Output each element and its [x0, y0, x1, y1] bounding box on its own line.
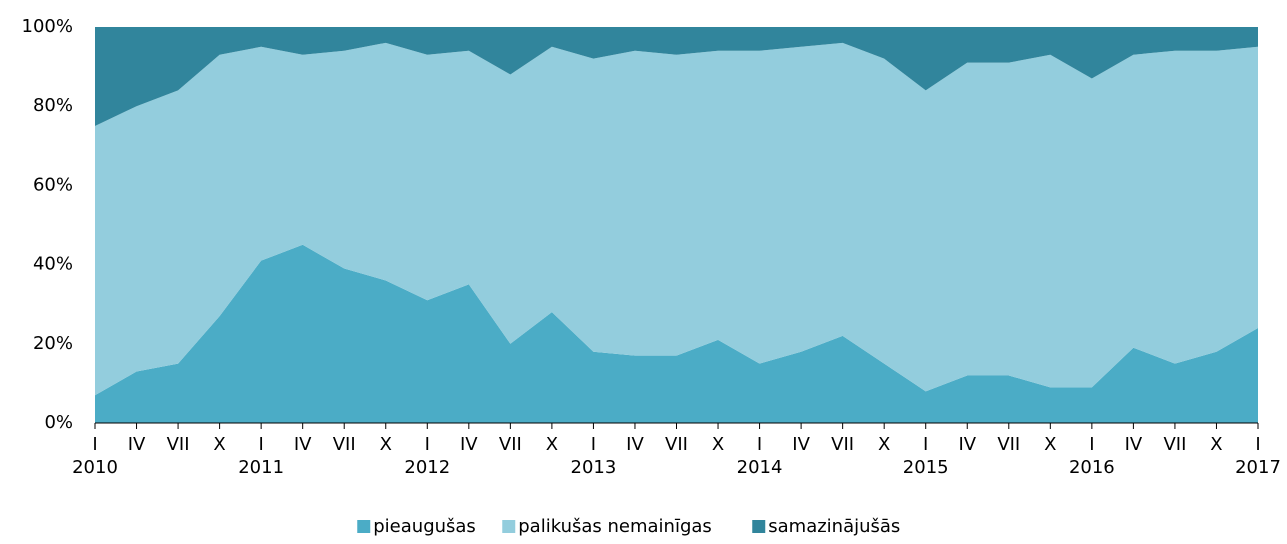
x-tick-label: X	[213, 434, 225, 455]
area	[95, 27, 1258, 126]
x-tick-label: IV	[460, 434, 478, 455]
x-tick-label: IV	[128, 434, 146, 455]
x-tick-label: X	[878, 434, 890, 455]
x-tick-label: I	[923, 434, 928, 455]
y-tick-label: 100%	[22, 16, 73, 37]
x-tick-label: IV	[626, 434, 644, 455]
x-tick-label: X	[380, 434, 392, 455]
y-tick-label: 80%	[33, 95, 73, 116]
x-tick-label: I	[757, 434, 762, 455]
x-tick-label: X	[1044, 434, 1056, 455]
x-year-label: 2014	[737, 457, 783, 478]
x-tick-label: IV	[1125, 434, 1143, 455]
x-tick-label: I	[425, 434, 430, 455]
legend-marker	[357, 520, 371, 533]
x-tick-label: VII	[333, 434, 356, 455]
y-tick-label: 60%	[33, 174, 73, 195]
x-tick-label: X	[1210, 434, 1222, 455]
x-tick-label: VII	[499, 434, 522, 455]
x-tick-label: I	[1089, 434, 1094, 455]
legend-marker	[502, 520, 516, 533]
x-year-label: 2012	[404, 457, 450, 478]
area	[95, 42, 1258, 396]
x-tick-label: X	[712, 434, 724, 455]
x-tick-label: VII	[1163, 434, 1186, 455]
x-tick-label: I	[258, 434, 263, 455]
x-tick-label: IV	[294, 434, 312, 455]
legend-label: palikušas nemainīgas	[518, 516, 712, 537]
area	[95, 244, 1258, 423]
x-year-label: 2013	[571, 457, 617, 478]
x-tick-label: VII	[831, 434, 854, 455]
x-tick-label: VII	[167, 434, 190, 455]
x-year-label: 2010	[72, 457, 118, 478]
legend-label: pieaugušas	[373, 516, 476, 537]
x-tick-label: I	[1255, 434, 1260, 455]
y-tick-label: 40%	[33, 254, 73, 275]
x-tick-label: I	[591, 434, 596, 455]
x-tick-label: I	[92, 434, 97, 455]
x-year-label: 2016	[1069, 457, 1115, 478]
x-tick-label: IV	[958, 434, 976, 455]
x-tick-label: X	[546, 434, 558, 455]
legend-marker	[752, 520, 766, 533]
x-tick-label: IV	[792, 434, 810, 455]
x-tick-label: VII	[997, 434, 1020, 455]
y-tick-label: 20%	[33, 333, 73, 354]
legend-label: samazinājušās	[768, 516, 900, 537]
x-tick-label: VII	[665, 434, 688, 455]
y-tick-label: 0%	[44, 412, 73, 433]
x-year-label: 2011	[238, 457, 284, 478]
x-year-label: 2017	[1235, 457, 1281, 478]
x-year-label: 2015	[903, 457, 949, 478]
